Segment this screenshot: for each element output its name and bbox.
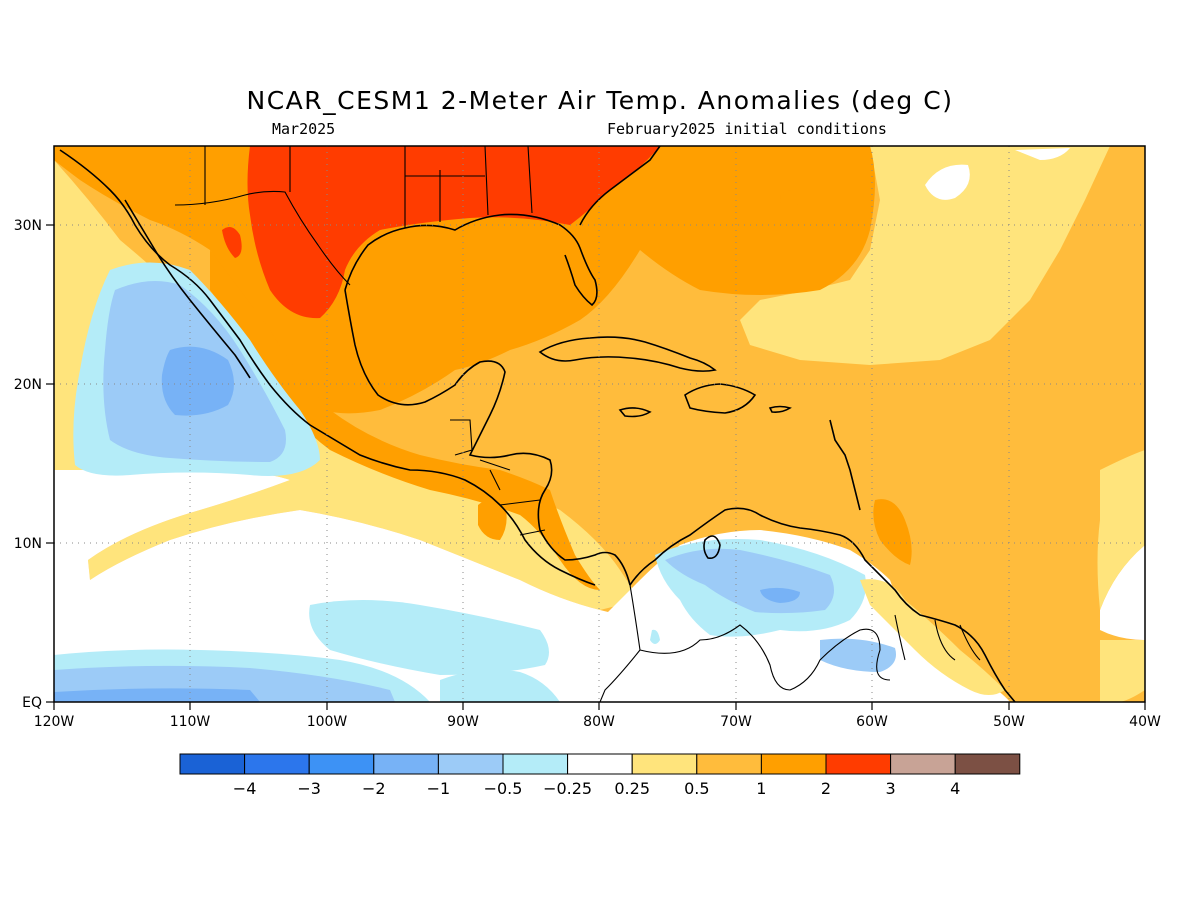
colorbar-swatch-8	[696, 753, 762, 775]
lat-label-10n: 10N	[14, 536, 42, 552]
south-america-borders	[599, 584, 981, 702]
mexico-pacific-coastline	[59, 149, 596, 586]
colorbar-swatch-12	[954, 753, 1021, 775]
lesser-antilles-coastline	[829, 419, 861, 511]
colorbar-label-5: −0.25	[543, 779, 592, 798]
lon-label-120w: 120W	[34, 714, 75, 730]
lat-label-20n: 20N	[14, 377, 42, 393]
us-mexico-border	[174, 190, 351, 286]
atlantic-equatorial-white-patch	[1100, 545, 1145, 640]
colorbar: −4 −3 −2 −1 −0.5 −0.25 0.25 0.5 1 2 3 4	[179, 753, 1021, 798]
red-patch-small	[222, 226, 242, 258]
map-title: NCAR_CESM1 2-Meter Air Temp. Anomalies (…	[246, 86, 954, 115]
galapagos-light-cold-region	[309, 600, 549, 675]
venezuela-strong-cold-patch	[760, 587, 800, 603]
colorbar-swatch-6	[567, 753, 633, 775]
puerto-rico-coastline	[768, 405, 792, 413]
colorbar-swatch-7	[631, 753, 698, 775]
longitude-labels: 120W 110W 100W 90W 80W 70W 60W 50W 40W	[34, 714, 1161, 730]
south-america-coastline	[629, 507, 1016, 702]
colorbar-label-3: −1	[427, 779, 451, 798]
colorbar-label-11: 4	[950, 779, 960, 798]
colorbar-label-6: 0.25	[614, 779, 650, 798]
colorbar-label-9: 2	[821, 779, 831, 798]
maracaibo-coastline	[703, 535, 721, 560]
colorbar-swatch-9	[760, 753, 827, 775]
anomaly-field	[54, 146, 1145, 702]
colorbar-swatch-1	[244, 753, 310, 775]
atlantic-equatorial-pale-strip-2	[1100, 640, 1145, 702]
nicaragua-orange-blob	[478, 500, 507, 540]
lon-label-70w: 70W	[720, 714, 752, 730]
colorbar-swatch-3	[373, 753, 439, 775]
lon-label-100w: 100W	[307, 714, 348, 730]
equatorial-light-cold-region-2	[440, 669, 560, 702]
guyana-pale-region	[860, 579, 1005, 695]
lon-label-90w: 90W	[447, 714, 479, 730]
colorbar-label-2: −2	[362, 779, 386, 798]
valid-month-label: Mar2025	[272, 120, 336, 138]
atlantic-white-patch-2	[1015, 148, 1070, 160]
init-conditions-label: February2025 initial conditions	[607, 120, 887, 138]
lon-label-80w: 80W	[583, 714, 615, 730]
colorbar-label-4: −0.5	[484, 779, 523, 798]
colorbar-label-10: 3	[886, 779, 896, 798]
baja-california-coastline	[124, 199, 251, 379]
coastlines	[59, 146, 1016, 702]
colorbar-label-0: −4	[233, 779, 257, 798]
atlantic-pale-region	[740, 146, 1110, 365]
lon-label-50w: 50W	[993, 714, 1025, 730]
hispaniola-coastline	[684, 383, 757, 414]
colorbar-label-7: 0.5	[684, 779, 709, 798]
atlantic-equatorial-pale-strip	[1097, 450, 1145, 610]
colorbar-swatch-0	[179, 753, 246, 775]
lon-label-60w: 60W	[856, 714, 888, 730]
lat-label-30n: 30N	[14, 218, 42, 234]
cuba-coastline	[538, 336, 717, 372]
colorbar-swatch-4	[437, 753, 504, 775]
central-america-borders	[450, 419, 546, 536]
lat-label-eq: EQ	[22, 695, 42, 711]
latitude-labels: EQ 10N 20N 30N	[14, 218, 42, 711]
colorbar-swatch-2	[308, 753, 375, 775]
mexico-gulf-coastline	[344, 289, 631, 586]
us-state-borders	[204, 146, 533, 228]
colorbar-label-8: 1	[756, 779, 766, 798]
us-gulf-coastline	[344, 213, 598, 307]
amazon-light-cold-patch	[650, 629, 660, 644]
east-caribbean-orange-blob	[873, 499, 912, 565]
lon-label-110w: 110W	[170, 714, 211, 730]
colorbar-label-1: −3	[297, 779, 321, 798]
orange-atlantic-blob	[780, 190, 799, 220]
political-borders	[174, 146, 981, 702]
axis-ticks	[46, 224, 1146, 710]
colorbar-swatch-11	[890, 753, 956, 775]
florida-coastline	[579, 146, 661, 226]
jamaica-coastline	[618, 407, 652, 418]
colorbar-swatch-10	[825, 753, 892, 775]
baja-strong-cold-region	[161, 346, 234, 416]
atlantic-white-patch	[925, 164, 970, 200]
southern-us-red-region	[247, 146, 660, 319]
lon-label-40w: 40W	[1129, 714, 1161, 730]
colorbar-swatch-5	[502, 753, 569, 775]
equatorial-strong-cold-region	[54, 688, 260, 702]
